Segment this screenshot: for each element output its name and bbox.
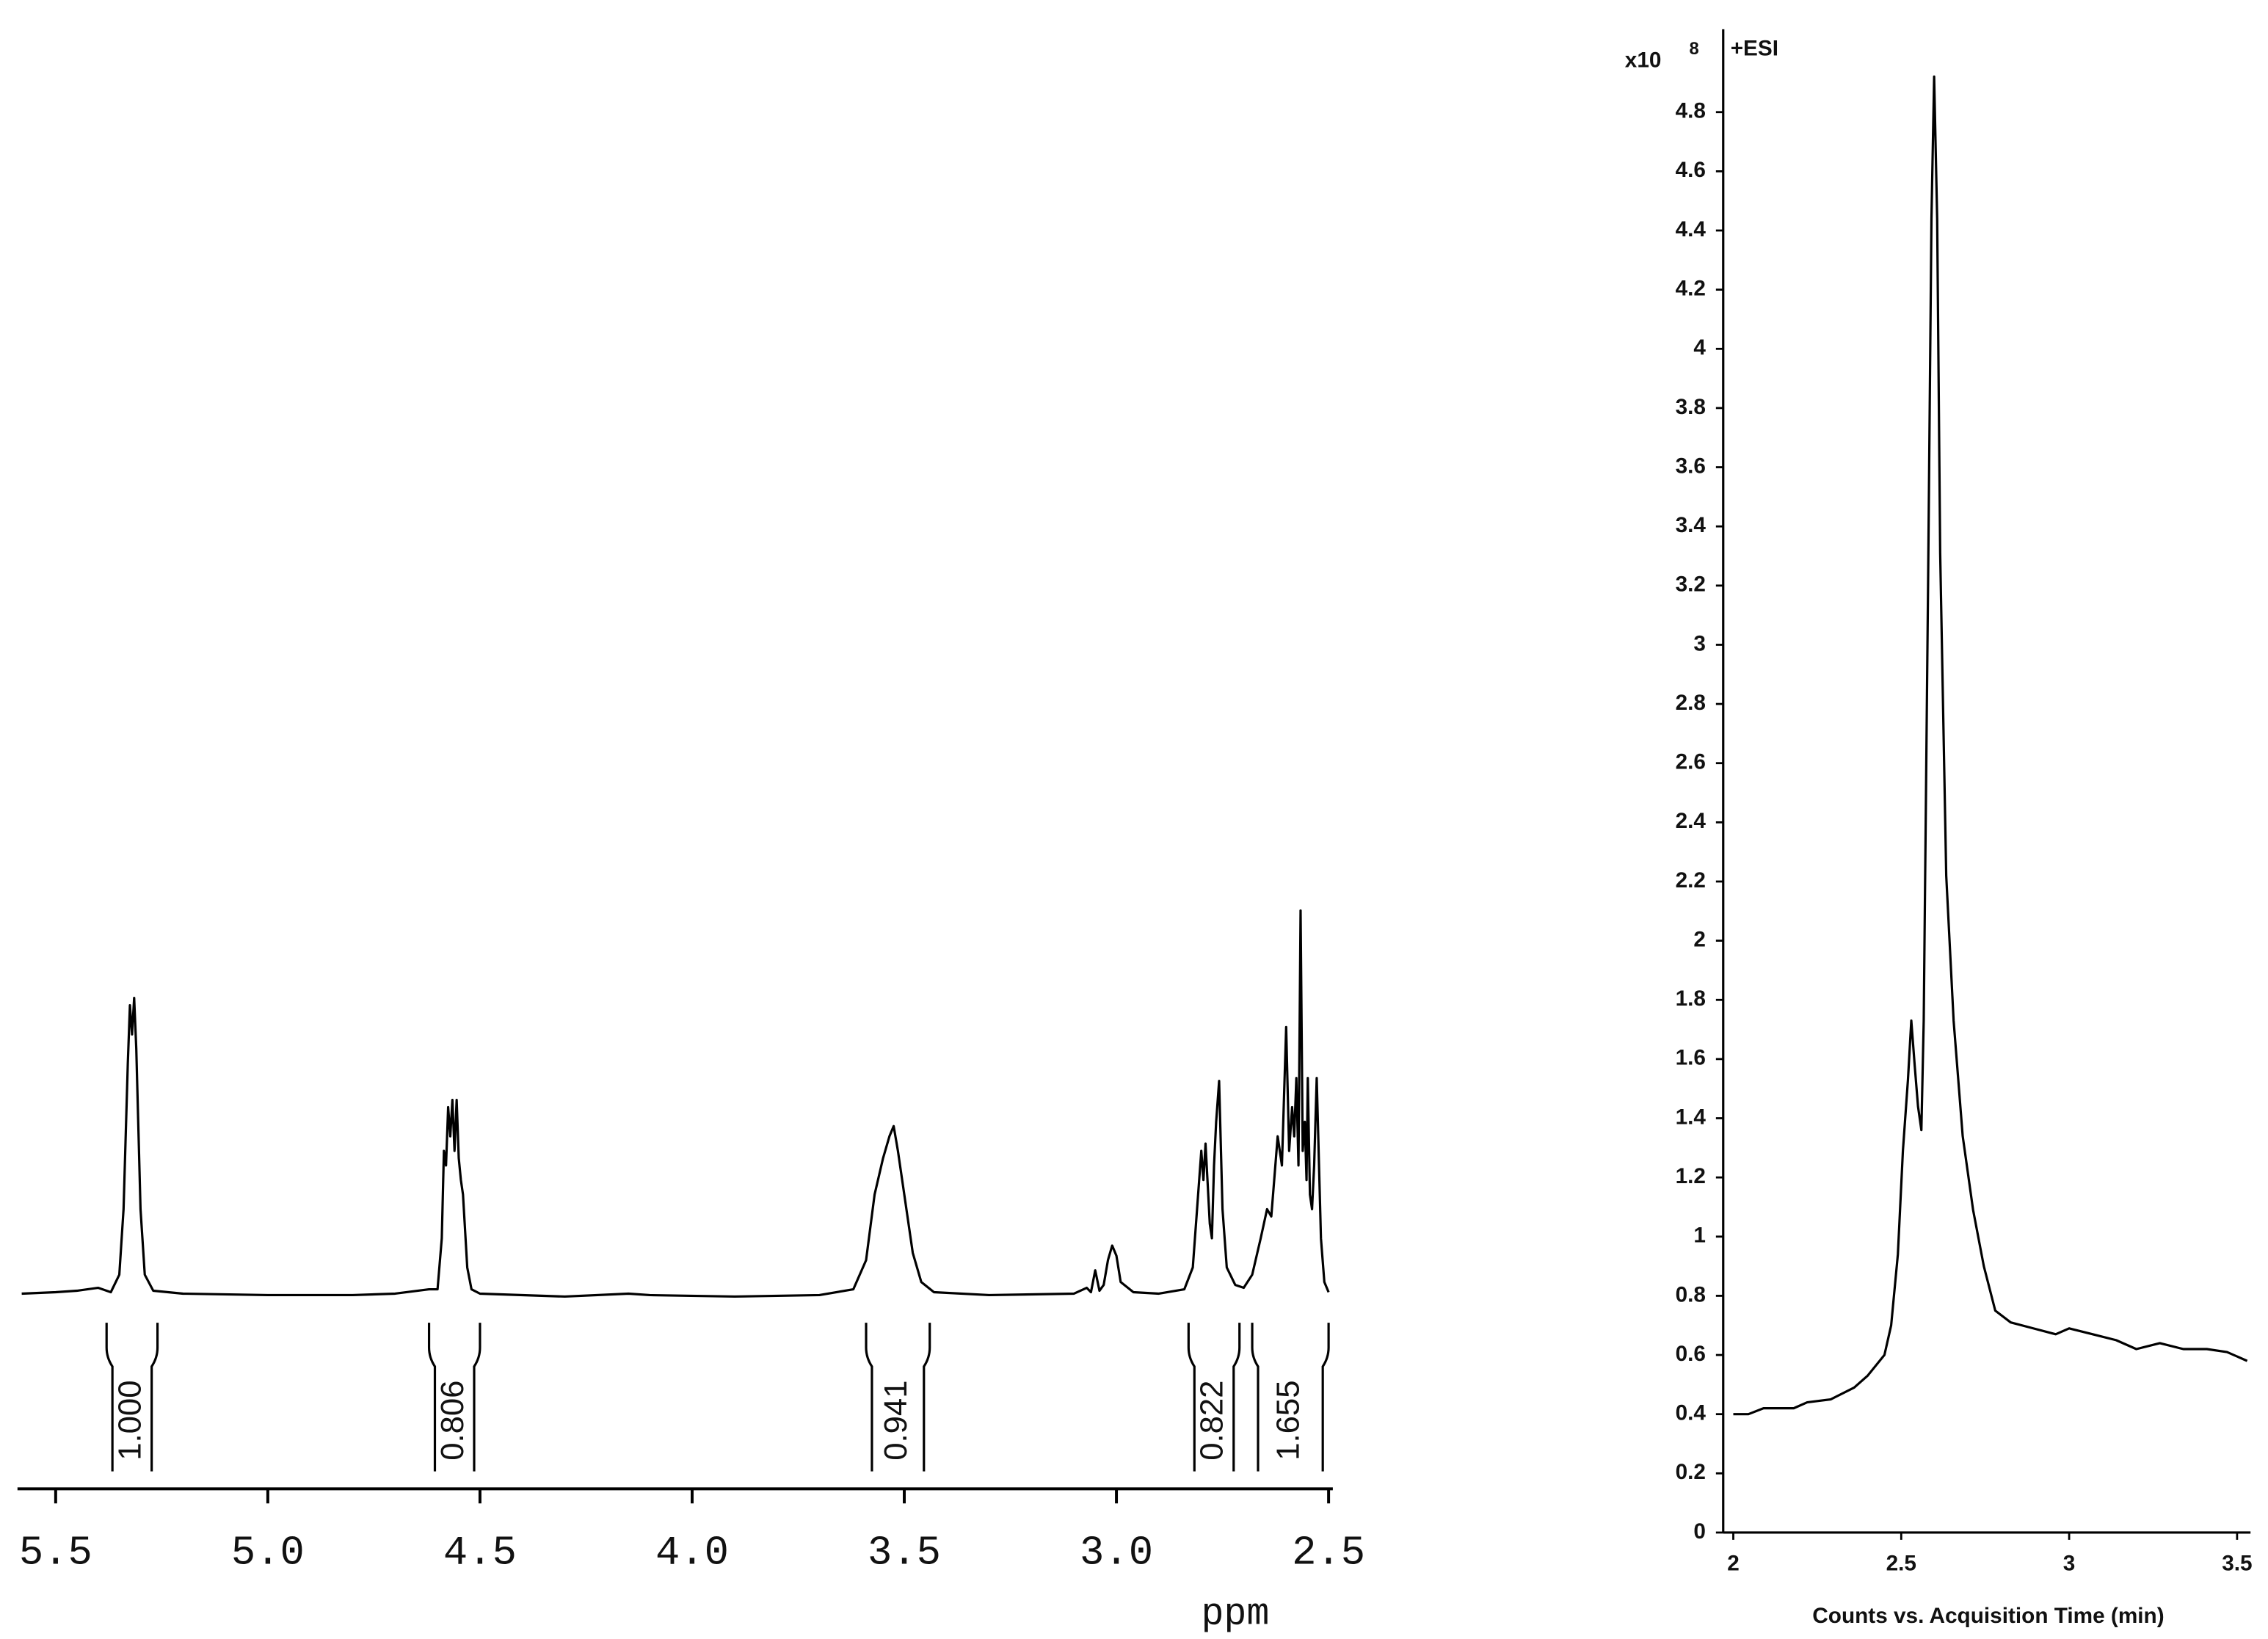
data-line <box>21 909 1330 1298</box>
x-tick-label: 5.0 <box>231 1530 305 1576</box>
y-tick-label: 1.4 <box>1676 1105 1707 1129</box>
y-tick-label: 1.6 <box>1676 1046 1706 1070</box>
integral-bracket <box>1187 1323 1241 1472</box>
x-tick-label: 2.5 <box>1292 1530 1365 1576</box>
data-line <box>1733 75 2248 1416</box>
y-tick-label: 0.2 <box>1676 1460 1706 1484</box>
y-tick-label: 0 <box>1693 1519 1706 1544</box>
integral-label: 1.000 <box>112 1381 148 1461</box>
integral-label: 0.822 <box>1194 1381 1230 1461</box>
y-tick-label: 2 <box>1693 927 1706 951</box>
x-tick-label: 3.5 <box>2222 1551 2252 1575</box>
y-tick-label: 3 <box>1693 631 1706 655</box>
y-tick-label: 4.6 <box>1676 158 1706 182</box>
y-exponent: 8 <box>1689 39 1698 59</box>
y-tick-label: 2.4 <box>1676 809 1707 833</box>
y-tick-label: 4 <box>1693 335 1706 360</box>
y-tick-label: 1 <box>1693 1224 1706 1248</box>
y-tick-label: 4.4 <box>1676 217 1707 241</box>
y-tick-label: 2.8 <box>1676 691 1706 715</box>
y-tick-label: 0.4 <box>1676 1401 1707 1425</box>
y-tick-label: 4.2 <box>1676 277 1706 301</box>
y-multiplier: x10 <box>1625 48 1662 72</box>
y-tick-label: 2.6 <box>1676 750 1706 774</box>
integral-bracket <box>427 1323 481 1472</box>
x-tick-label: 4.0 <box>655 1530 729 1576</box>
x-tick-label: 3 <box>2063 1551 2076 1575</box>
integral-label: 0.806 <box>435 1381 470 1461</box>
y-tick-label: 3.6 <box>1676 454 1706 478</box>
integral-bracket <box>1251 1323 1330 1472</box>
y-tick-label: 0.8 <box>1676 1282 1706 1307</box>
x-tick-label: 2 <box>1727 1551 1740 1575</box>
x-tick-label: 4.5 <box>443 1530 517 1576</box>
y-tick-label: 0.6 <box>1676 1342 1706 1366</box>
y-tick-label: 1.2 <box>1676 1164 1706 1188</box>
y-tick-label: 2.2 <box>1676 868 1706 893</box>
integral-bracket <box>105 1323 159 1472</box>
x-tick-label: 5.5 <box>19 1530 92 1576</box>
x-axis-label: Counts vs. Acquisition Time (min) <box>1812 1604 2164 1628</box>
annotation: +ESI <box>1731 37 1778 61</box>
integral-label: 1.655 <box>1271 1381 1306 1461</box>
y-tick-label: 3.8 <box>1676 395 1706 419</box>
x-axis-label: ppm <box>1201 1593 1269 1636</box>
y-tick-label: 3.4 <box>1676 513 1707 537</box>
x-tick-label: 2.5 <box>1886 1551 1916 1575</box>
integral-label: 0.941 <box>878 1381 914 1461</box>
y-tick-label: 4.8 <box>1676 99 1706 123</box>
y-tick-label: 1.8 <box>1676 986 1706 1011</box>
x-tick-label: 3.5 <box>868 1530 941 1576</box>
x-tick-label: 3.0 <box>1080 1530 1153 1576</box>
y-tick-label: 3.2 <box>1676 573 1706 597</box>
integral-bracket <box>865 1323 931 1472</box>
